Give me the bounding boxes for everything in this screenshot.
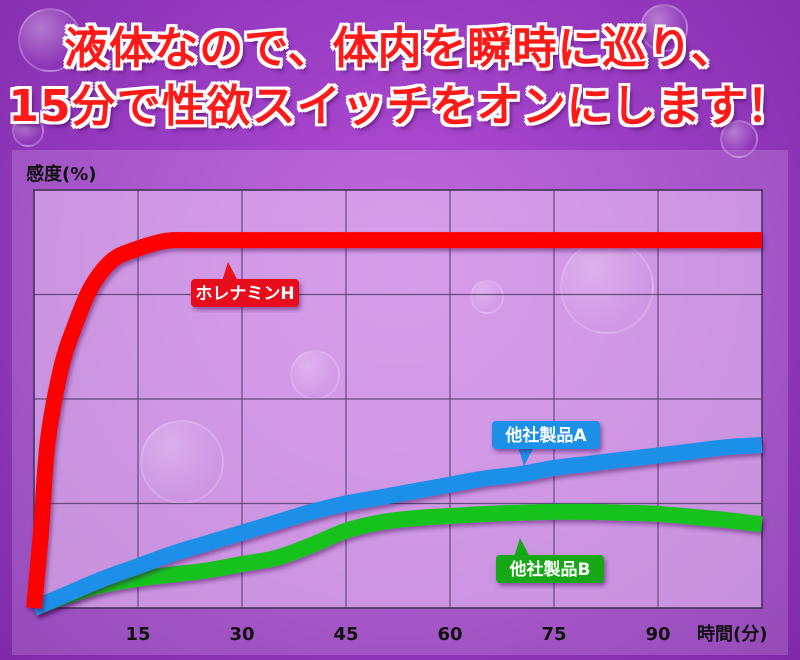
bubble-decoration <box>12 115 44 147</box>
x-tick-label: 30 <box>229 624 254 645</box>
series-tag-3: 他社製品B <box>496 538 604 583</box>
series-tag-pointer <box>222 262 238 281</box>
series-tag-label: 他社製品A <box>504 425 587 446</box>
series-lines <box>26 232 763 616</box>
x-tick-label: 75 <box>541 624 566 645</box>
series-tag-label: ホレナミンH <box>195 284 294 304</box>
x-tick-label: 15 <box>125 624 150 645</box>
x-axis-label: 時間(分) <box>697 624 767 645</box>
series-tags: ホレナミンH 他社製品A 他社製品B <box>191 262 604 583</box>
series-tag-box <box>191 279 299 307</box>
grid-lines <box>33 189 763 609</box>
series-line-2 <box>30 436 763 616</box>
series-tag-pointer <box>514 538 530 557</box>
x-tick-labels: 15 30 45 60 75 90 <box>125 624 670 645</box>
series-tag-pointer <box>518 447 534 466</box>
series-line-1 <box>26 232 762 609</box>
x-tick-label: 45 <box>333 624 358 645</box>
bubble-decoration <box>720 120 758 158</box>
series-tag-label: 他社製品B <box>509 559 591 580</box>
bubble-decoration <box>640 4 688 52</box>
series-tag-1: ホレナミンH <box>191 262 299 307</box>
series-tag-box <box>496 555 604 583</box>
series-tag-2: 他社製品A <box>492 421 600 466</box>
bubble-decoration <box>18 8 82 72</box>
series-tag-box <box>492 421 600 449</box>
x-tick-label: 60 <box>437 624 462 645</box>
x-tick-label: 90 <box>645 624 670 645</box>
headline-line-1: 液体なので、体内を瞬時に巡り、 <box>64 23 736 74</box>
series-line-3 <box>31 503 763 616</box>
y-axis-label: 感度(%) <box>26 163 97 185</box>
headline-line-2: 15分で性欲スイッチをオンにします！ <box>8 81 792 132</box>
